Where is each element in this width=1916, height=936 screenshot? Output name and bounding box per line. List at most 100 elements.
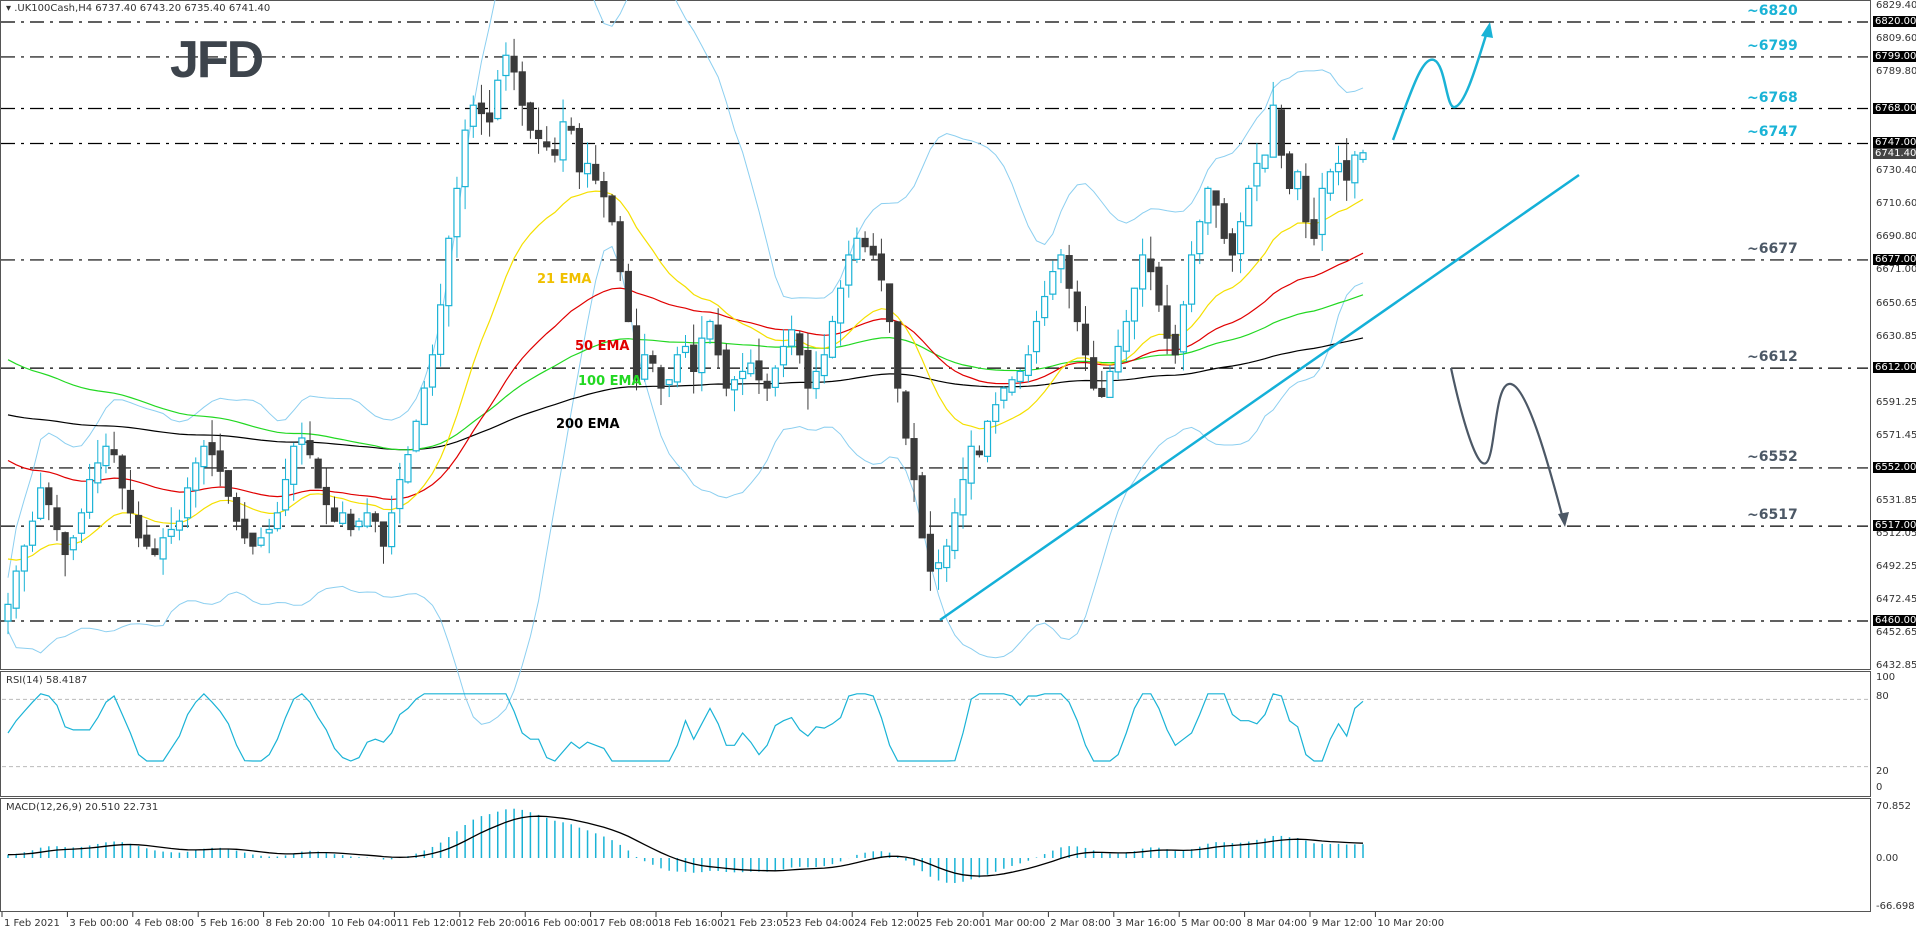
bull-candle xyxy=(1016,370,1024,383)
price-tick: 6710.60 xyxy=(1876,198,1916,210)
bull-candle xyxy=(502,54,510,77)
bull-candle xyxy=(951,512,959,552)
bollinger-upper xyxy=(7,0,1364,578)
bull-candle xyxy=(739,370,747,380)
bull-candle xyxy=(69,537,77,551)
bull-candle xyxy=(1057,254,1065,270)
bear-candle xyxy=(632,325,641,381)
time-label: 9 Mar 12:00 xyxy=(1312,918,1373,929)
main-price-pane[interactable] xyxy=(0,0,1871,670)
bull-candle xyxy=(983,420,992,457)
bull-candle xyxy=(94,462,102,484)
bull-candle xyxy=(167,528,175,537)
bull-candle xyxy=(698,337,706,374)
time-label: 23 Feb 04:00 xyxy=(788,918,855,929)
bear-candle xyxy=(534,129,543,140)
bear-candle xyxy=(763,380,771,389)
time-label: 8 Mar 04:00 xyxy=(1246,918,1307,929)
bull-candle xyxy=(437,304,445,355)
price-tick: 6809.60 xyxy=(1876,33,1916,45)
bear-candle xyxy=(877,253,886,281)
bull-candle xyxy=(183,487,192,519)
time-label: 12 Feb 20:00 xyxy=(461,918,528,929)
price-level-box: 6612.00 xyxy=(1873,362,1916,374)
bull-candle xyxy=(461,129,469,188)
ema200-label: 200 EMA xyxy=(556,417,620,432)
bear-candle xyxy=(975,450,983,456)
bear-candle xyxy=(118,455,126,489)
bear-candle xyxy=(1310,219,1318,239)
time-label: 8 Feb 20:00 xyxy=(265,918,325,929)
bear-candle xyxy=(1090,357,1098,389)
bull-candle xyxy=(175,520,184,531)
price-tick: 6591.25 xyxy=(1876,396,1916,408)
bollinger-lower xyxy=(7,245,1364,725)
time-label: 10 Feb 04:00 xyxy=(331,918,397,929)
bear-candle xyxy=(379,521,388,547)
bull-candle xyxy=(583,162,592,175)
ema100-line xyxy=(7,294,1364,451)
bear-candle xyxy=(241,518,249,539)
price-level-box: 6747.00 xyxy=(1873,137,1916,149)
price-tick: 6789.80 xyxy=(1876,66,1916,78)
bull-candle xyxy=(747,362,755,375)
rsi-pane[interactable] xyxy=(0,671,1871,797)
bull-candle xyxy=(404,454,412,483)
macd-pane[interactable] xyxy=(0,798,1871,912)
bull-candle xyxy=(20,545,28,572)
bull-candle xyxy=(730,379,739,391)
time-label: 10 Mar 20:00 xyxy=(1377,918,1445,929)
bull-candle xyxy=(265,528,273,534)
bull-candle xyxy=(1261,154,1269,169)
time-label: 1 Feb 2021 xyxy=(4,918,60,929)
time-label: 3 Mar 16:00 xyxy=(1115,918,1177,929)
ema200-line xyxy=(7,337,1364,451)
bull-candle xyxy=(12,570,20,609)
bear-candle xyxy=(1212,190,1220,206)
jfd-logo: JFD xyxy=(170,31,264,89)
bear-candle xyxy=(126,489,135,514)
bull-candle xyxy=(339,512,347,524)
macd-label: MACD(12,26,9) 20.510 22.731 xyxy=(6,802,159,813)
bear-candle xyxy=(624,270,632,323)
time-label: 11 Feb 12:00 xyxy=(396,918,462,929)
bull-candle xyxy=(453,187,461,238)
bullish-arrow-icon xyxy=(1481,22,1493,38)
bull-candle xyxy=(1334,162,1343,173)
time-label: 5 Mar 00:00 xyxy=(1181,918,1242,929)
ema100-label: 100 EMA xyxy=(578,374,642,389)
bull-candle xyxy=(673,354,681,383)
bull-candle xyxy=(412,420,420,452)
collapse-triangle-icon[interactable]: ▾ xyxy=(6,3,12,14)
bear-candle xyxy=(649,355,657,364)
time-label: 2 Mar 08:00 xyxy=(1050,918,1111,929)
bear-candle xyxy=(61,532,69,556)
price-tick: 6512.05 xyxy=(1876,528,1916,540)
symbol-ohlc-text: .UK100Cash,H4 6737.40 6743.20 6735.40 67… xyxy=(14,3,271,14)
bull-candle xyxy=(1122,320,1130,352)
bull-candle xyxy=(845,254,853,286)
bull-candle xyxy=(828,320,837,358)
bull-candle xyxy=(836,287,845,324)
bull-candle xyxy=(812,370,820,390)
bear-candle xyxy=(910,438,918,481)
price-tick: 6531.85 xyxy=(1876,495,1916,507)
bear-candle xyxy=(224,470,232,497)
bear-candle xyxy=(722,349,730,389)
time-label: 16 Feb 00:00 xyxy=(527,918,593,929)
bear-candle xyxy=(1285,153,1294,189)
bull-candle xyxy=(1000,387,1008,401)
bear-candle xyxy=(592,163,600,181)
bull-candle xyxy=(273,512,281,530)
level-label: ~6517 xyxy=(1747,507,1798,524)
bear-candle xyxy=(53,507,61,531)
rsi-label: RSI(14) 58.4187 xyxy=(6,675,88,686)
bull-candle xyxy=(820,354,828,377)
bull-candle xyxy=(641,354,649,380)
price-tick: 6571.45 xyxy=(1876,429,1916,441)
bear-candle xyxy=(1277,109,1285,156)
bear-candle xyxy=(861,237,869,248)
bull-candle xyxy=(1008,379,1016,393)
bear-candle xyxy=(804,349,812,389)
